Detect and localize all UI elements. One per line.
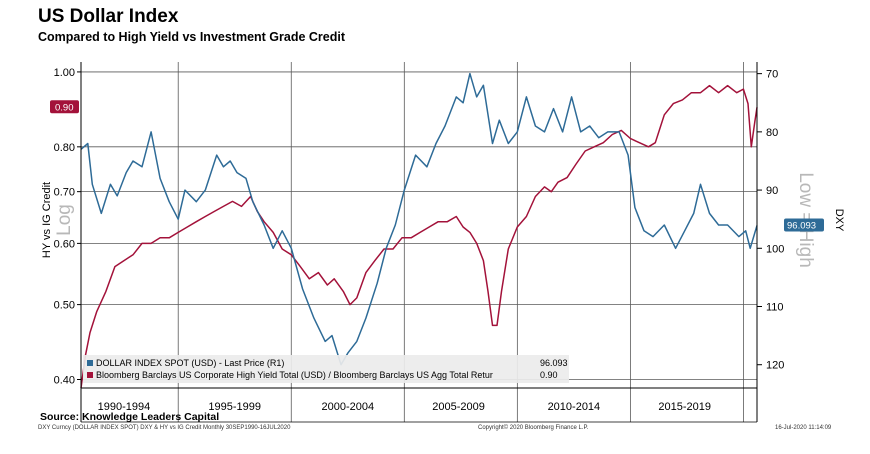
- legend-value-dxy: 96.093: [540, 358, 568, 368]
- chart-title: US Dollar Index: [38, 6, 179, 27]
- x-period-label: 2010-2014: [548, 401, 601, 413]
- svg-text:0.90: 0.90: [55, 102, 74, 113]
- source-note: Source: Knowledge Leaders Capital: [40, 411, 220, 423]
- ratio-last-value-tag: 0.90: [50, 100, 79, 114]
- x-period-label: 2015-2019: [658, 401, 711, 413]
- right-tick-label: 110: [766, 302, 784, 314]
- ratio-series-line: [80, 84, 758, 389]
- legend-label-dxy: DOLLAR INDEX SPOT (USD) - Last Price (R1…: [96, 358, 284, 368]
- right-tick-label: 70: [766, 69, 778, 81]
- x-period-label: 1990-1994: [98, 401, 151, 413]
- x-period-label: 1995-1999: [208, 401, 261, 413]
- left-tick-label: 1.00: [54, 67, 75, 79]
- left-tick-label: 0.70: [54, 187, 75, 199]
- x-period-label: 2005-2009: [432, 401, 485, 413]
- legend-value-ratio: 0.90: [540, 370, 558, 380]
- series-lines: [80, 72, 758, 389]
- footer-copyright: Copyright© 2020 Bloomberg Finance L.P.: [478, 425, 589, 431]
- legend-swatch-dxy: [87, 360, 93, 366]
- footer-timestamp: 16-Jul-2020 11:14:09: [775, 425, 832, 431]
- right-tick-label: 80: [766, 127, 778, 139]
- right-tick-label: 120: [766, 360, 784, 372]
- left-axis-label: HY vs IG Credit: [41, 182, 53, 258]
- dxy-series-line: [80, 72, 758, 366]
- x-period-label: 2000-2004: [321, 401, 374, 413]
- legend-swatch-ratio: [87, 372, 93, 378]
- right-tick-label: 100: [766, 243, 784, 255]
- left-tick-label: 0.50: [54, 300, 75, 312]
- left-axis-ticks: 0.40 0.50 0.60 0.70 0.80 1.00: [54, 67, 81, 387]
- chart-subtitle: Compared to High Yield vs Investment Gra…: [38, 30, 346, 44]
- x-axis-period-labels: 1990-1994 1995-1999 2000-2004 2005-2009 2010…: [98, 401, 711, 413]
- left-tick-label: 0.40: [54, 375, 75, 387]
- right-axis-ticks: 70 80 90 100 110 120: [757, 69, 784, 372]
- right-tick-label: 90: [766, 185, 778, 197]
- legend: DOLLAR INDEX SPOT (USD) - Last Price (R1…: [83, 355, 569, 383]
- legend-label-ratio: Bloomberg Barclays US Corporate High Yie…: [96, 370, 493, 380]
- svg-text:96.093: 96.093: [787, 221, 816, 232]
- left-ghost-label: Log: [54, 204, 75, 236]
- plot-frame: [80, 62, 758, 423]
- footer-left-note: DXY Curncy (DOLLAR INDEX SPOT) DXY & HY …: [38, 425, 291, 431]
- right-axis-label: DXY: [833, 209, 845, 232]
- left-tick-label: 0.80: [54, 142, 75, 154]
- left-tick-label: 0.60: [54, 238, 75, 250]
- dxy-last-value-tag: 96.093: [784, 218, 824, 232]
